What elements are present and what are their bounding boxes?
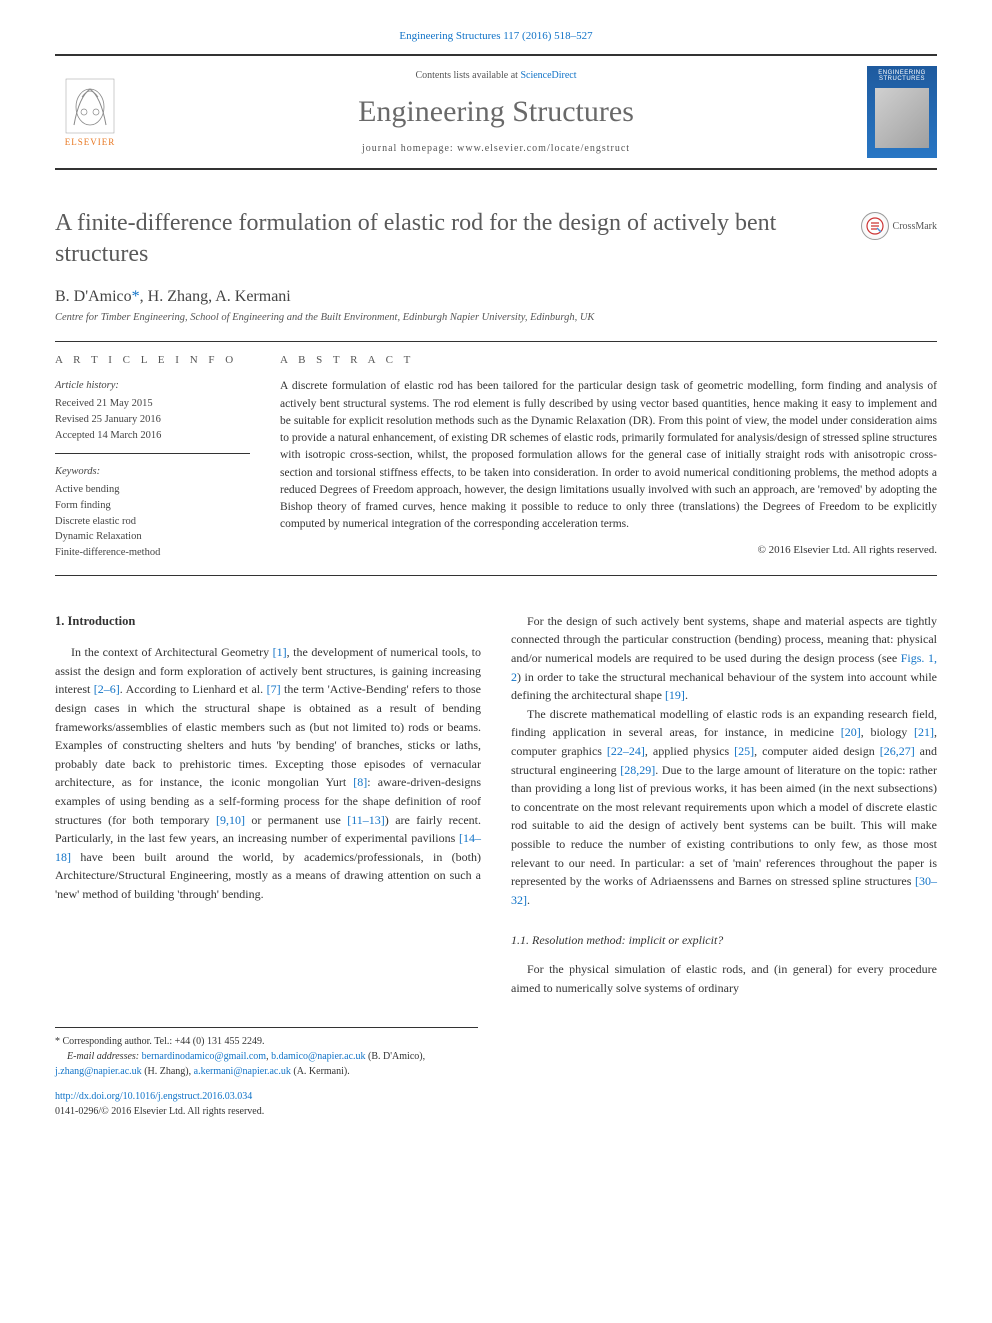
column-left: 1. Introduction In the context of Archit…: [55, 612, 481, 997]
elsevier-text: ELSEVIER: [65, 137, 116, 147]
keyword: Finite-difference-method: [55, 545, 250, 561]
email-label: E-mail addresses:: [55, 1051, 139, 1062]
homepage-url[interactable]: www.elsevier.com/locate/engstruct: [457, 143, 630, 154]
affiliation: Centre for Timber Engineering, School of…: [55, 312, 937, 323]
section-1-heading: 1. Introduction: [55, 612, 481, 631]
cover-title: ENGINEERING STRUCTURES: [867, 66, 937, 86]
body-p3: The discrete mathematical modelling of e…: [511, 705, 937, 910]
cover-image-placeholder: [875, 88, 929, 148]
crossmark-badge[interactable]: CrossMark: [861, 212, 937, 240]
issn-copyright: 0141-0296/© 2016 Elsevier Ltd. All right…: [55, 1106, 264, 1117]
authors-line: B. D'Amico*, H. Zhang, A. Kermani: [55, 288, 937, 306]
corresponding-mark[interactable]: *: [132, 288, 140, 305]
journal-homepage: journal homepage: www.elsevier.com/locat…: [140, 143, 852, 154]
abstract-block: A B S T R A C T A discrete formulation o…: [280, 354, 937, 561]
abstract-heading: A B S T R A C T: [280, 354, 937, 366]
keywords-label: Keywords:: [55, 464, 250, 480]
divider-top: [55, 341, 937, 342]
fig-link[interactable]: Figs. 1, 2: [511, 651, 937, 684]
footnotes: * Corresponding author. Tel.: +44 (0) 13…: [55, 1027, 478, 1119]
body-p2: For the design of such actively bent sys…: [511, 612, 937, 705]
journal-name: Engineering Structures: [140, 95, 852, 129]
keywords-block: Keywords: Active bending Form finding Di…: [55, 464, 250, 561]
ref-link[interactable]: [7]: [267, 682, 281, 696]
ref-link[interactable]: [22–24]: [607, 744, 645, 758]
author-name: (B. D'Amico),: [368, 1051, 425, 1062]
abstract-copyright: © 2016 Elsevier Ltd. All rights reserved…: [280, 544, 937, 556]
ref-link[interactable]: [19]: [665, 688, 685, 702]
crossmark-label: CrossMark: [893, 221, 937, 232]
abstract-text: A discrete formulation of elastic rod ha…: [280, 378, 937, 533]
ref-link[interactable]: [28,29]: [620, 763, 655, 777]
article-title: A finite-difference formulation of elast…: [55, 208, 841, 270]
ref-link[interactable]: [9,10]: [216, 813, 245, 827]
contents-prefix: Contents lists available at: [415, 70, 520, 81]
homepage-prefix: journal homepage:: [362, 143, 457, 154]
article-history: Article history: Received 21 May 2015 Re…: [55, 378, 250, 454]
column-right: For the design of such actively bent sys…: [511, 612, 937, 997]
ref-link[interactable]: [1]: [273, 645, 287, 659]
history-label: Article history:: [55, 378, 250, 394]
journal-header: ELSEVIER Contents lists available at Sci…: [55, 54, 937, 170]
divider-mid: [55, 575, 937, 576]
ref-link[interactable]: [30–32]: [511, 874, 937, 907]
author-1: B. D'Amico: [55, 288, 132, 305]
article-info: A R T I C L E I N F O Article history: R…: [55, 354, 250, 561]
body-columns: 1. Introduction In the context of Archit…: [55, 612, 937, 997]
body-p1: In the context of Architectural Geometry…: [55, 643, 481, 903]
email-link[interactable]: b.damico@napier.ac.uk: [271, 1051, 365, 1062]
ref-link[interactable]: [25]: [734, 744, 754, 758]
revised-date: Revised 25 January 2016: [55, 412, 250, 428]
email-link[interactable]: j.zhang@napier.ac.uk: [55, 1066, 142, 1077]
email-line: E-mail addresses: bernardinodamico@gmail…: [55, 1049, 478, 1079]
doi-link[interactable]: http://dx.doi.org/10.1016/j.engstruct.20…: [55, 1091, 252, 1102]
article-info-heading: A R T I C L E I N F O: [55, 354, 250, 366]
author-name: (H. Zhang),: [144, 1066, 191, 1077]
section-1-1-heading: 1.1. Resolution method: implicit or expl…: [511, 931, 937, 950]
ref-link[interactable]: [21]: [914, 725, 934, 739]
contents-available: Contents lists available at ScienceDirec…: [140, 70, 852, 81]
keyword: Discrete elastic rod: [55, 514, 250, 530]
journal-cover: ENGINEERING STRUCTURES: [867, 66, 937, 158]
ref-link[interactable]: [11–13]: [347, 813, 385, 827]
accepted-date: Accepted 14 March 2016: [55, 428, 250, 444]
body-p4: For the physical simulation of elastic r…: [511, 960, 937, 997]
email-link[interactable]: bernardinodamico@gmail.com: [142, 1051, 266, 1062]
author-name: (A. Kermani).: [293, 1066, 349, 1077]
footer-line: http://dx.doi.org/10.1016/j.engstruct.20…: [55, 1089, 478, 1119]
citation-line: Engineering Structures 117 (2016) 518–52…: [55, 30, 937, 42]
ref-link[interactable]: [8]: [353, 775, 367, 789]
ref-link[interactable]: [2–6]: [94, 682, 120, 696]
ref-link[interactable]: [14–18]: [55, 831, 481, 864]
keyword: Active bending: [55, 482, 250, 498]
authors-rest: , H. Zhang, A. Kermani: [140, 288, 291, 305]
email-link[interactable]: a.kermani@napier.ac.uk: [194, 1066, 291, 1077]
corresponding-note: * Corresponding author. Tel.: +44 (0) 13…: [55, 1034, 478, 1049]
crossmark-icon: [861, 212, 889, 240]
sciencedirect-link[interactable]: ScienceDirect: [520, 70, 576, 81]
keyword: Form finding: [55, 498, 250, 514]
elsevier-logo: ELSEVIER: [55, 72, 125, 152]
ref-link[interactable]: [20]: [841, 725, 861, 739]
received-date: Received 21 May 2015: [55, 396, 250, 412]
ref-link[interactable]: [26,27]: [880, 744, 915, 758]
keyword: Dynamic Relaxation: [55, 529, 250, 545]
